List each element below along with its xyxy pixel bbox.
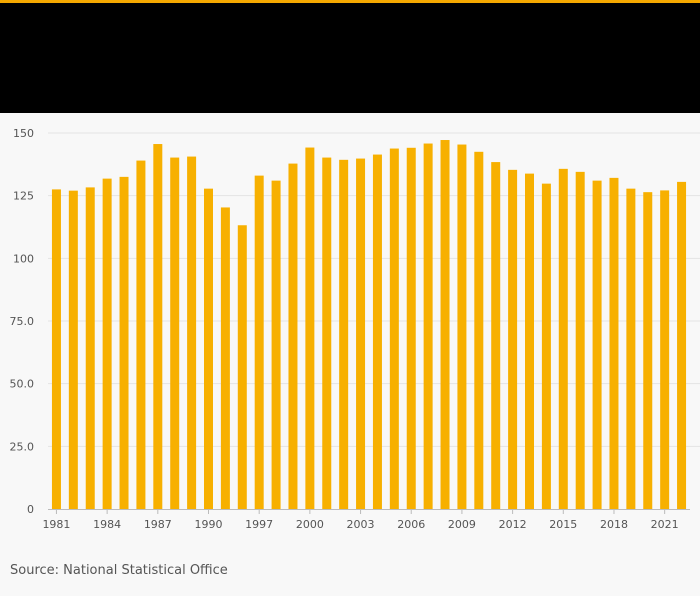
bar-1988[interactable]	[170, 157, 180, 509]
bar-1999[interactable]	[356, 158, 366, 509]
bar-2004[interactable]	[440, 140, 450, 509]
x-tick-label: 2009	[448, 518, 476, 531]
chart-area: 0 25.0 50.0 75.0 100 125 150 1981 1984 1987 1990 1…	[0, 113, 700, 543]
bar-2002[interactable]	[406, 147, 416, 509]
bar-2012[interactable]	[575, 171, 585, 509]
bar-1984[interactable]	[102, 178, 112, 509]
bar-2008[interactable]	[508, 169, 518, 509]
y-tick-label: 25.0	[10, 440, 35, 453]
bar-2013[interactable]	[592, 180, 602, 510]
bar-2003[interactable]	[423, 143, 433, 509]
bar-2009[interactable]	[525, 173, 534, 509]
bar-2017[interactable]	[660, 190, 670, 510]
x-tick-label: 1990	[195, 518, 223, 531]
x-tick-label: 2012	[499, 518, 527, 531]
bar-1985[interactable]	[119, 176, 129, 509]
x-tick-label: 1987	[144, 518, 172, 531]
x-tick-label: 1981	[42, 518, 70, 531]
bar-2000[interactable]	[372, 154, 382, 509]
bar-1997[interactable]	[322, 157, 332, 509]
x-tick-label: 2021	[651, 518, 679, 531]
bar-2010[interactable]	[541, 183, 551, 509]
bar-1981[interactable]	[51, 189, 61, 509]
bar-2014[interactable]	[609, 177, 619, 509]
accent-line	[0, 0, 700, 3]
bar-1986[interactable]	[136, 160, 146, 509]
bar-1990[interactable]	[204, 188, 213, 509]
y-tick-label: 125	[13, 190, 34, 203]
x-tick-label: 2015	[549, 518, 577, 531]
bar-2001[interactable]	[389, 148, 399, 510]
x-tick-label: 2006	[397, 518, 425, 531]
bar-1992[interactable]	[237, 225, 247, 509]
bar-1995[interactable]	[288, 163, 298, 509]
x-tick-label: 1997	[245, 518, 273, 531]
bar-1991[interactable]	[220, 207, 230, 509]
x-tick-label: 1984	[93, 518, 121, 531]
bar-1996[interactable]	[305, 147, 315, 509]
y-tick-label: 100	[13, 252, 34, 265]
y-tick-label: 150	[13, 127, 34, 140]
bar-2015[interactable]	[626, 188, 636, 509]
bar-2006[interactable]	[474, 151, 484, 510]
x-tick-label: 2003	[347, 518, 375, 531]
x-axis-ticks: 1981 1984 1987 1990 1997 2000 2003 2006 2009 2012…	[42, 509, 679, 531]
y-tick-label: 50.0	[10, 378, 35, 391]
x-tick-label: 2000	[296, 518, 324, 531]
bar-1982[interactable]	[68, 190, 78, 510]
bar-1989[interactable]	[187, 156, 197, 509]
bar-1993[interactable]	[254, 175, 264, 509]
y-tick-label: 0	[27, 503, 34, 516]
bar-1983[interactable]	[85, 187, 95, 510]
bar-1994[interactable]	[271, 180, 281, 510]
bar-1987[interactable]	[153, 144, 163, 509]
bar-2005[interactable]	[457, 144, 467, 509]
x-tick-label: 2018	[600, 518, 628, 531]
bar-2011[interactable]	[558, 168, 568, 509]
header-band	[0, 3, 700, 113]
y-axis-ticks: 0 25.0 50.0 75.0 100 125 150	[10, 127, 35, 516]
bars	[51, 140, 687, 510]
y-tick-label: 75.0	[10, 315, 35, 328]
bar-2016[interactable]	[643, 192, 653, 509]
bar-2018[interactable]	[677, 181, 687, 509]
source-note: Source: National Statistical Office	[10, 563, 228, 578]
bar-1998[interactable]	[339, 159, 349, 509]
bar-2007[interactable]	[491, 162, 501, 509]
